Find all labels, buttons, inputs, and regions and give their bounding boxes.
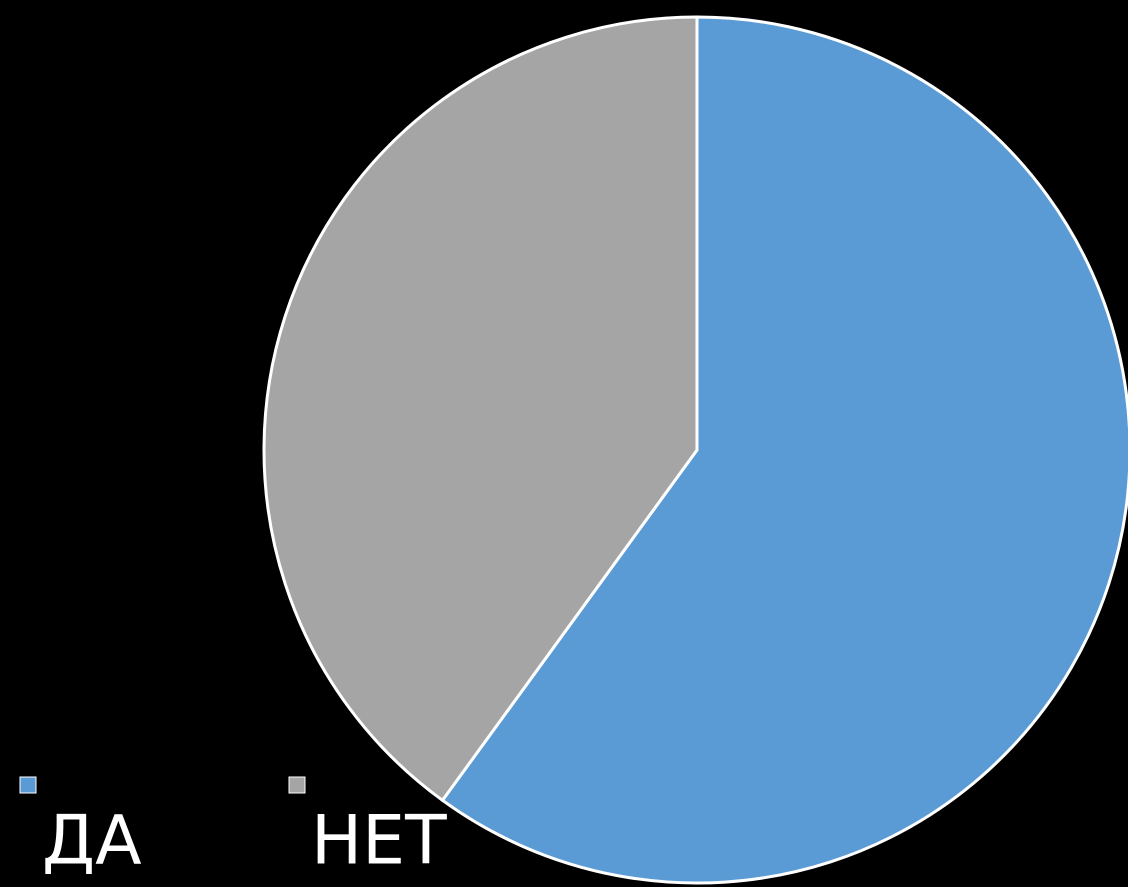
pie-slice xyxy=(262,15,699,803)
legend-swatch xyxy=(19,776,37,794)
pie-slice xyxy=(440,15,1128,885)
legend-label: НЕТ xyxy=(311,802,447,881)
legend-label: ДА xyxy=(42,802,142,881)
legend-swatch xyxy=(288,776,306,794)
